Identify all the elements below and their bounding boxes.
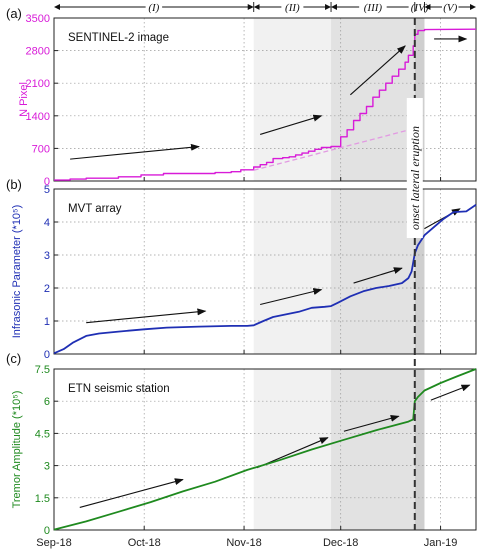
phase-label: (II) xyxy=(285,2,300,14)
y-tick-label: 2800 xyxy=(26,46,50,58)
y-tick-label: 3 xyxy=(44,250,50,262)
phase-label: (III) xyxy=(364,2,383,14)
phase-shade-iii xyxy=(331,369,415,530)
y-tick-label: 7.5 xyxy=(35,364,50,376)
trend-arrow xyxy=(343,414,400,432)
x-tick-label: Oct-18 xyxy=(128,537,161,549)
y-axis-label: Infrasonic Parameter (*10⁵) xyxy=(11,205,23,339)
panel-letter: (c) xyxy=(6,351,21,366)
trend-arrow xyxy=(79,478,184,508)
phase-label-bg xyxy=(281,1,304,13)
x-tick-label: Sep-18 xyxy=(36,537,71,549)
phase-shade-iv xyxy=(414,189,425,354)
trend-arrow xyxy=(260,288,323,306)
phase-bar: (I) (II) (III) (IV) (V) xyxy=(54,1,476,14)
trend-arrow xyxy=(86,308,207,324)
y-tick-label: 5 xyxy=(44,184,50,196)
panel-letter: (a) xyxy=(6,6,22,21)
phase-shade-ii xyxy=(253,189,332,354)
trend-arrow xyxy=(260,114,323,135)
panel-c: 0 1.5 3 4.5 6 7.5 Tremor Amplitude (*10⁵) (c) ET… xyxy=(6,351,477,537)
x-tick-label: Dec-18 xyxy=(323,537,358,549)
trend-arrow xyxy=(350,45,406,96)
y-tick-label: 2100 xyxy=(26,78,50,90)
y-tick-label: 4.5 xyxy=(35,428,50,440)
phase-label: (V) xyxy=(443,2,457,14)
series-line xyxy=(53,368,477,531)
trend-arrow xyxy=(70,143,200,160)
y-tick-label: 3 xyxy=(44,461,50,473)
y-tick-label: 4 xyxy=(44,217,50,229)
y-tick-label: 1400 xyxy=(26,111,50,123)
y-tick-label: 3500 xyxy=(26,13,50,25)
y-tick-label: 1.5 xyxy=(35,493,50,505)
x-tick-label: Nov-18 xyxy=(226,537,261,549)
panel-title: ETN seismic station xyxy=(68,383,170,395)
y-tick-label: 700 xyxy=(32,143,50,155)
panel-title: MVT array xyxy=(68,203,122,215)
y-tick-label: 1 xyxy=(44,316,50,328)
y-tick-label: 0 xyxy=(44,525,50,537)
onset-marker: onset lateral eruption xyxy=(406,18,423,530)
panel-b: 0 1 2 3 4 5 Infrasonic Parameter (*10⁵) (b) MVT … xyxy=(6,177,477,361)
y-tick-label: 0 xyxy=(44,349,50,361)
y-tick-label: 0 xyxy=(44,176,50,188)
y-tick-label: 6 xyxy=(44,396,50,408)
phase-shade-iii xyxy=(331,189,415,354)
phase-label: (IV) xyxy=(411,2,429,14)
y-axis-label: Tremor Amplitude (*10⁵) xyxy=(11,391,23,509)
phase-label: (I) xyxy=(148,2,159,14)
phase-shade-ii xyxy=(253,369,332,530)
phase-shade-iv xyxy=(414,369,425,530)
phase-label-bg xyxy=(145,1,163,13)
series-trend-dashed xyxy=(253,127,415,171)
plot-frame xyxy=(53,368,477,531)
x-axis: Sep-18 Oct-18 Nov-18 Dec-18 Jan-19 xyxy=(36,537,457,549)
phase-label-bg xyxy=(441,1,459,13)
panel-a: 0 700 1400 2100 2800 3500 N Pixel (a) SENTINEL-2… xyxy=(6,6,477,188)
y-axis-label: N Pixel xyxy=(18,82,30,117)
trend-arrow xyxy=(430,384,471,401)
plot-frame xyxy=(53,188,477,355)
phase-label-bg xyxy=(359,1,387,13)
series-line xyxy=(54,28,477,181)
onset-label-bg xyxy=(406,98,423,238)
trend-arrow xyxy=(353,267,403,284)
y-tick-label: 2 xyxy=(44,283,50,295)
series-line xyxy=(53,204,477,355)
panel-letter: (b) xyxy=(6,177,22,192)
x-tick-label: Jan-19 xyxy=(424,537,458,549)
onset-label: onset lateral eruption xyxy=(408,126,422,230)
plot-frame xyxy=(53,17,477,182)
panel-title: SENTINEL-2 image xyxy=(68,32,169,44)
